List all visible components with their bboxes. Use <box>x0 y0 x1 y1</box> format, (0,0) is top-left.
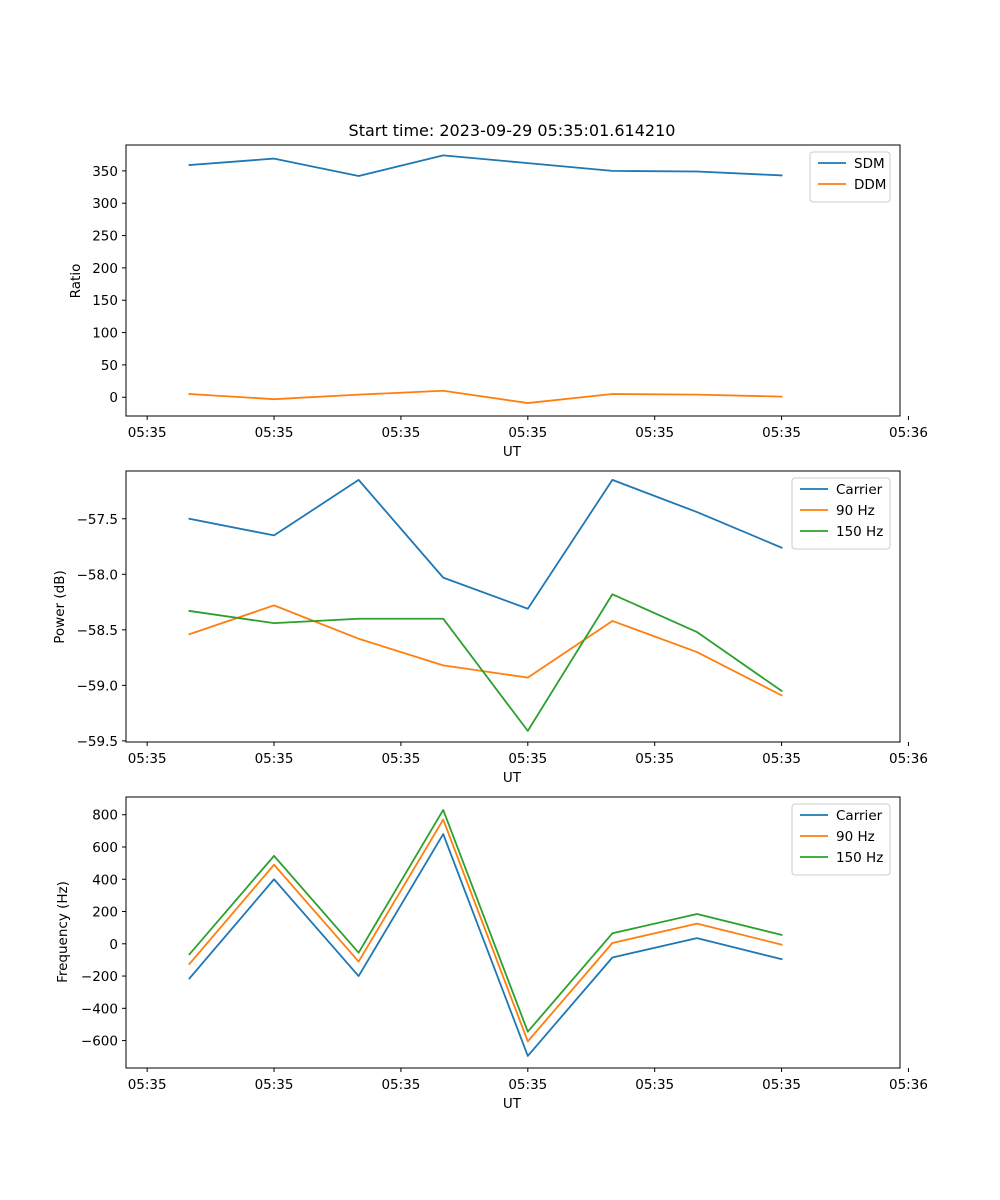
power-x-tick-label: 05:36 <box>889 751 928 767</box>
ratio-legend-label: DDM <box>854 177 886 193</box>
frequency-x-tick-label: 05:35 <box>255 1077 294 1093</box>
power-legend-label: Carrier <box>836 482 883 498</box>
ratio-x-tick-label: 05:35 <box>128 425 167 441</box>
ratio-x-tick-label: 05:35 <box>381 425 420 441</box>
power-x-tick-label: 05:35 <box>255 751 294 767</box>
ratio-y-tick-label: 250 <box>92 229 118 245</box>
frequency-y-axis-label: Frequency (Hz) <box>55 881 71 983</box>
power-x-tick-label: 05:35 <box>635 751 674 767</box>
frequency-y-tick-label: −200 <box>81 969 118 985</box>
frequency-x-axis-label: UT <box>503 1096 522 1112</box>
ratio-x-tick-label: 05:35 <box>255 425 294 441</box>
ratio-y-tick-label: 100 <box>92 326 118 342</box>
power-x-axis-label: UT <box>503 770 522 786</box>
ratio-y-tick-label: 150 <box>92 293 118 309</box>
ratio-y-axis-label: Ratio <box>68 264 84 299</box>
frequency-y-tick-label: 600 <box>92 840 118 856</box>
ratio-x-tick-label: 05:36 <box>889 425 928 441</box>
power-x-tick-label: 05:35 <box>128 751 167 767</box>
ratio-y-tick-label: 200 <box>92 261 118 277</box>
power-y-axis-label: Power (dB) <box>52 570 68 643</box>
frequency-x-tick-label: 05:35 <box>128 1077 167 1093</box>
frequency-x-tick-label: 05:35 <box>381 1077 420 1093</box>
power-y-tick-label: −58.5 <box>77 623 118 639</box>
frequency-plot-area: 05:35 05:35 05:35 05:35 05:35 05:35 05:36 −600 −… <box>81 796 928 1093</box>
power-axes-frame <box>125 470 901 743</box>
frequency-x-tick-label: 05:35 <box>635 1077 674 1093</box>
ratio-plot-area: 05:35 05:35 05:35 05:35 05:35 05:35 05:36 0 50 10… <box>92 144 928 441</box>
ratio-y-tick-label: 350 <box>92 164 118 180</box>
power-x-tick-label: 05:35 <box>508 751 547 767</box>
frequency-y-tick-label: 400 <box>92 872 118 888</box>
ratio-y-tick-label: 50 <box>101 358 118 374</box>
frequency-y-tick-label: −400 <box>81 1001 118 1017</box>
ratio-x-tick-label: 05:35 <box>635 425 674 441</box>
panel-frequency: 05:35 05:35 05:35 05:35 05:35 05:35 05:36 −600 −… <box>55 796 928 1112</box>
power-series-150-hz <box>188 593 783 732</box>
panel-ratio: 05:35 05:35 05:35 05:35 05:35 05:35 05:36 0 50 10… <box>68 144 928 460</box>
power-legend-label: 150 Hz <box>836 524 883 540</box>
power-series-90-hz <box>188 604 783 697</box>
power-y-tick-label: −57.5 <box>77 512 118 528</box>
power-plot-area: 05:35 05:35 05:35 05:35 05:35 05:35 05:36 −59.5… <box>77 470 928 767</box>
frequency-x-tick-label: 05:35 <box>762 1077 801 1093</box>
power-y-tick-label: −59.0 <box>77 678 118 694</box>
ratio-axes-frame <box>125 144 901 417</box>
frequency-legend-label: Carrier <box>836 808 883 824</box>
power-legend-label: 90 Hz <box>836 503 875 519</box>
frequency-series-150-hz <box>188 809 783 1033</box>
figure-title: Start time: 2023-09-29 05:35:01.614210 <box>349 121 676 140</box>
power-x-tick-label: 05:35 <box>381 751 420 767</box>
frequency-y-tick-label: 800 <box>92 808 118 824</box>
frequency-axes-frame <box>125 796 901 1069</box>
frequency-y-tick-label: 200 <box>92 905 118 921</box>
ratio-legend-label: SDM <box>854 156 885 172</box>
frequency-y-tick-label: 0 <box>109 937 118 953</box>
frequency-legend-label: 90 Hz <box>836 829 875 845</box>
frequency-y-tick-label: −600 <box>81 1034 118 1050</box>
ratio-x-axis-label: UT <box>503 444 522 460</box>
ratio-series-ddm <box>188 389 783 404</box>
ratio-x-tick-label: 05:35 <box>762 425 801 441</box>
power-series-carrier <box>188 478 783 610</box>
ratio-y-tick-label: 300 <box>92 196 118 212</box>
frequency-legend-label: 150 Hz <box>836 850 883 866</box>
frequency-series-90-hz <box>188 818 783 1043</box>
frequency-x-tick-label: 05:35 <box>508 1077 547 1093</box>
frequency-x-tick-label: 05:36 <box>889 1077 928 1093</box>
ratio-legend-box <box>809 151 891 203</box>
ratio-series-sdm <box>188 154 783 177</box>
panel-power: 05:35 05:35 05:35 05:35 05:35 05:35 05:36 −59.5… <box>52 470 928 786</box>
power-y-tick-label: −58.0 <box>77 567 118 583</box>
ratio-x-tick-label: 05:35 <box>508 425 547 441</box>
power-y-tick-label: −59.5 <box>77 734 118 750</box>
power-x-tick-label: 05:35 <box>762 751 801 767</box>
ratio-y-tick-label: 0 <box>109 390 118 406</box>
frequency-series-carrier <box>188 833 783 1057</box>
